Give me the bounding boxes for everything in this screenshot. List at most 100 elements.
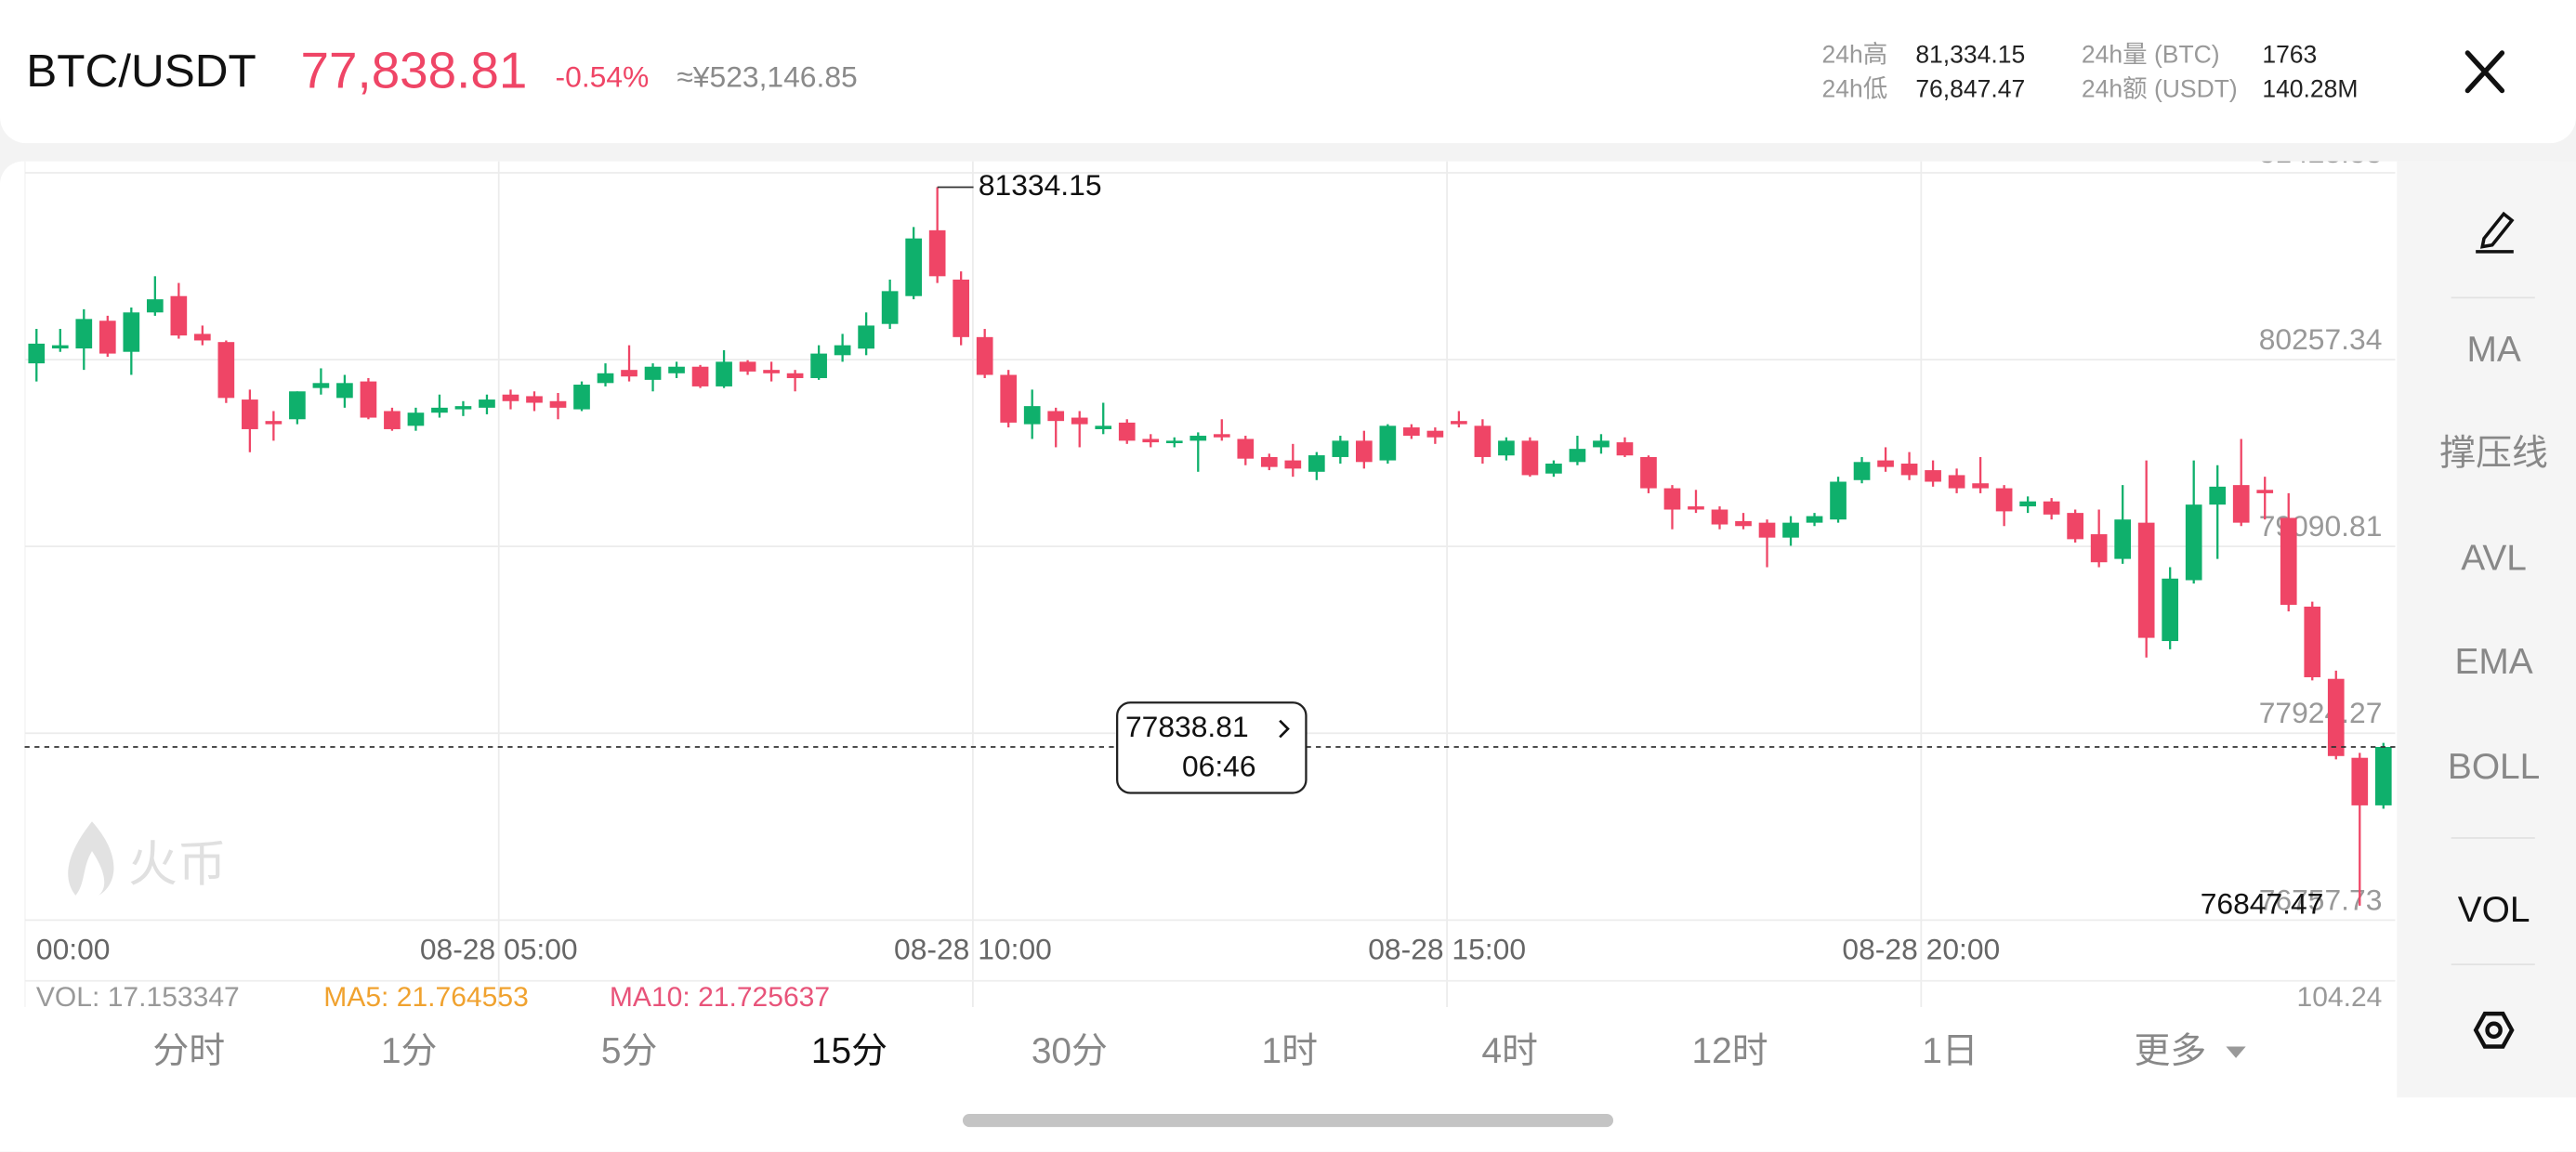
x-tick-label: 08-28 20:00 <box>1842 932 2000 965</box>
candle-body <box>2304 606 2321 677</box>
side-menu-item[interactable]: BOLL <box>2448 747 2540 787</box>
x-tick-label: 00:00 <box>36 932 111 965</box>
header-card <box>0 0 2576 144</box>
watermark-text: 火币 <box>128 837 227 892</box>
candle-body <box>2090 534 2108 563</box>
tab[interactable]: 1日 <box>1922 1031 1978 1071</box>
candle-body <box>1426 430 1444 438</box>
tab[interactable]: 30分 <box>1032 1031 1108 1071</box>
candle-body <box>479 399 495 408</box>
high-marker-label: 81334.15 <box>979 168 1102 202</box>
candle-body <box>1284 460 1302 469</box>
tab[interactable]: 15分 <box>811 1031 887 1071</box>
candle-body <box>99 321 116 354</box>
y-tick-label: 77924.27 <box>2259 696 2383 729</box>
candle-body <box>1758 522 1776 538</box>
candle-body <box>502 394 519 401</box>
candle-body <box>1735 520 1752 527</box>
candle-body <box>1451 421 1467 425</box>
candle-body <box>691 366 709 386</box>
stat-label: 24h量 (BTC) <box>2082 40 2220 68</box>
candle-body <box>1237 439 1255 459</box>
candle-body <box>407 412 425 426</box>
side-menu-item[interactable]: EMA <box>2454 642 2532 682</box>
candle-body <box>1782 522 1799 538</box>
tab[interactable]: 1分 <box>381 1031 438 1071</box>
candle-body <box>454 406 472 410</box>
candle-body <box>2114 519 2132 559</box>
tab[interactable]: 12时 <box>1691 1031 1768 1071</box>
candle-body <box>881 291 899 324</box>
last-price-box <box>1115 701 1308 794</box>
candle-body <box>1948 475 1965 489</box>
candle-body <box>1877 460 1894 467</box>
x-tick-label: 08-28 05:00 <box>420 932 578 965</box>
stat-value: 76,847.47 <box>1915 75 2025 103</box>
candle-body <box>1071 417 1088 425</box>
candle-body <box>1593 440 1610 448</box>
candle-body <box>1118 422 1136 441</box>
tab[interactable]: 1时 <box>1262 1031 1319 1071</box>
side-panel <box>2397 161 2576 1098</box>
candle-body <box>1332 440 1349 457</box>
candle-body <box>1379 425 1397 461</box>
candle-body <box>1806 516 1823 523</box>
candle-body <box>194 334 211 341</box>
pair: BTC/USDT <box>26 46 256 97</box>
candle-body <box>1830 481 1847 520</box>
candle-body <box>1640 456 1657 489</box>
close-button[interactable] <box>2464 50 2505 94</box>
tab[interactable]: 更多 <box>2134 1031 2206 1071</box>
settings-icon[interactable] <box>2473 1011 2515 1049</box>
watermark: 火币 <box>68 821 227 896</box>
candle-body <box>1403 427 1420 437</box>
candle-body <box>1356 440 1373 463</box>
last-price-label: 77838.81 <box>1125 710 1249 743</box>
candle-body <box>573 385 590 410</box>
candle-body <box>2162 578 2179 642</box>
candle-body <box>1498 440 1515 456</box>
low-marker-label: 76847.47 <box>2201 886 2324 920</box>
home-indicator <box>962 1113 1614 1128</box>
candle-body <box>739 361 756 372</box>
side-menu-item[interactable]: MA <box>2466 330 2520 370</box>
candle-body <box>1711 509 1728 525</box>
candle-body <box>2067 513 2083 540</box>
candle-body <box>265 421 283 425</box>
candle-body <box>953 279 970 337</box>
tab-bar <box>0 1007 2576 1152</box>
candle-body <box>810 353 827 378</box>
candle-body <box>75 319 93 349</box>
candle-body <box>1688 506 1704 510</box>
candle-body <box>2327 678 2345 756</box>
side-menu-item[interactable]: VOL <box>2458 890 2530 930</box>
candle-body <box>170 295 188 336</box>
candle-body <box>217 342 235 399</box>
y-tick-label: 79090.81 <box>2259 509 2383 543</box>
candle-body <box>2185 504 2202 581</box>
candle-body <box>2019 501 2036 507</box>
y-tick-label: 81423.88 <box>2259 136 2383 169</box>
tab[interactable]: 分时 <box>152 1031 225 1071</box>
side-menu-item[interactable]: 撑压线 <box>2439 433 2548 473</box>
tab[interactable]: 4时 <box>1481 1031 1538 1071</box>
price: 77,838.81 <box>301 41 528 98</box>
candle-body <box>28 343 46 364</box>
candle-body <box>2232 485 2250 523</box>
candle-body <box>51 345 69 349</box>
stat-value: 140.28M <box>2262 75 2358 103</box>
candle-body <box>668 366 685 373</box>
draw-tool-icon[interactable] <box>2476 211 2515 254</box>
side-menu-item[interactable]: AVL <box>2461 538 2527 578</box>
candle-body <box>1213 434 1230 438</box>
candle-body <box>644 366 662 380</box>
candle-body <box>786 373 804 378</box>
change: -0.54% <box>556 60 650 94</box>
candle-body <box>146 299 164 313</box>
candle-body <box>431 407 448 413</box>
candle-body <box>1663 488 1681 510</box>
tab[interactable]: 5分 <box>601 1031 658 1071</box>
candle-body <box>1995 488 2013 512</box>
last-price-chevron <box>1279 719 1290 739</box>
candle-body <box>2256 490 2274 493</box>
